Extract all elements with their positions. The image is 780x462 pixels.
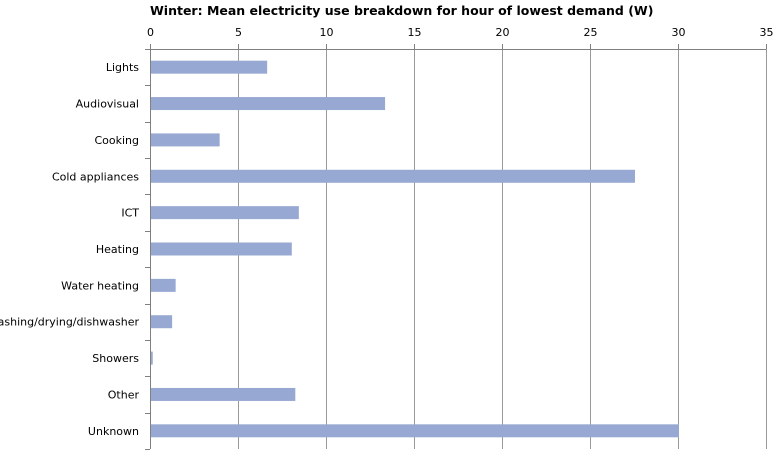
- x-tick-label: 25: [584, 26, 598, 39]
- x-tick-label: 15: [408, 26, 422, 39]
- category-label: Heating: [96, 243, 139, 256]
- category-label: Water heating: [61, 279, 139, 292]
- category-label: ICT: [121, 207, 139, 220]
- bar: [151, 242, 292, 256]
- bar: [151, 424, 679, 438]
- x-tick-label: 5: [235, 26, 242, 39]
- category-label: Washing/drying/dishwasher: [0, 316, 139, 329]
- x-tick-label: 30: [672, 26, 686, 39]
- x-tick-label: 35: [760, 26, 774, 39]
- bar: [151, 60, 268, 74]
- bar: [151, 278, 176, 292]
- bar: [151, 97, 386, 111]
- bar: [151, 133, 220, 147]
- category-label: Cold appliances: [52, 170, 139, 183]
- x-tick-label: 0: [147, 26, 154, 39]
- bar: [151, 387, 296, 401]
- x-tick-label: 10: [320, 26, 334, 39]
- bar: [151, 315, 173, 329]
- category-label: Cooking: [94, 134, 139, 147]
- category-label: Other: [108, 388, 140, 401]
- chart-title: Winter: Mean electricity use breakdown f…: [150, 3, 654, 18]
- x-tick-label: 20: [496, 26, 510, 39]
- bar: [151, 351, 153, 365]
- category-label: Showers: [92, 352, 139, 365]
- bar: [151, 169, 635, 183]
- category-label: Unknown: [88, 425, 139, 438]
- bar: [151, 206, 299, 220]
- category-label: Lights: [106, 61, 139, 74]
- category-label: Audiovisual: [76, 98, 139, 111]
